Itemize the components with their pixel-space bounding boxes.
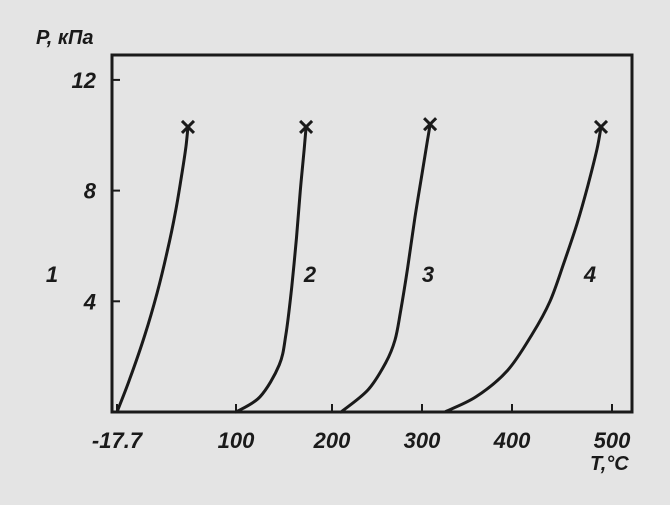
x-tick-label: 300 — [404, 428, 441, 453]
x-tick-label: 400 — [493, 428, 531, 453]
y-tick-label: 4 — [83, 289, 96, 314]
x-tick-label: -17.7 — [92, 428, 144, 453]
x-tick-label: 100 — [218, 428, 255, 453]
end-marker-1 — [180, 119, 196, 135]
curve-label-3: 3 — [422, 262, 434, 287]
x-axis-title: T,°C — [590, 453, 629, 475]
curve-1 — [115, 125, 190, 414]
x-tick-label: 500 — [594, 428, 631, 453]
curve-2 — [234, 125, 308, 414]
end-marker-4 — [593, 119, 609, 135]
y-tick-label: 12 — [72, 68, 97, 93]
end-marker-2 — [299, 119, 314, 135]
tick-labels: -17.7 100 200 300 400 500 4 8 12 — [72, 68, 632, 453]
y-tick-label: 8 — [84, 179, 97, 204]
y-axis-title: P, кПа — [36, 27, 94, 49]
curve-label-4: 4 — [583, 262, 596, 287]
curves — [115, 122, 603, 414]
curve-3 — [339, 122, 432, 414]
end-marker-3 — [423, 117, 438, 132]
end-markers — [180, 117, 609, 135]
curve-4 — [443, 125, 603, 414]
curve-labels: 1 2 3 4 — [46, 262, 596, 287]
curve-label-1: 1 — [46, 262, 58, 287]
plot-frame — [110, 53, 634, 414]
x-tick-label: 200 — [313, 428, 351, 453]
curve-label-2: 2 — [303, 262, 317, 287]
